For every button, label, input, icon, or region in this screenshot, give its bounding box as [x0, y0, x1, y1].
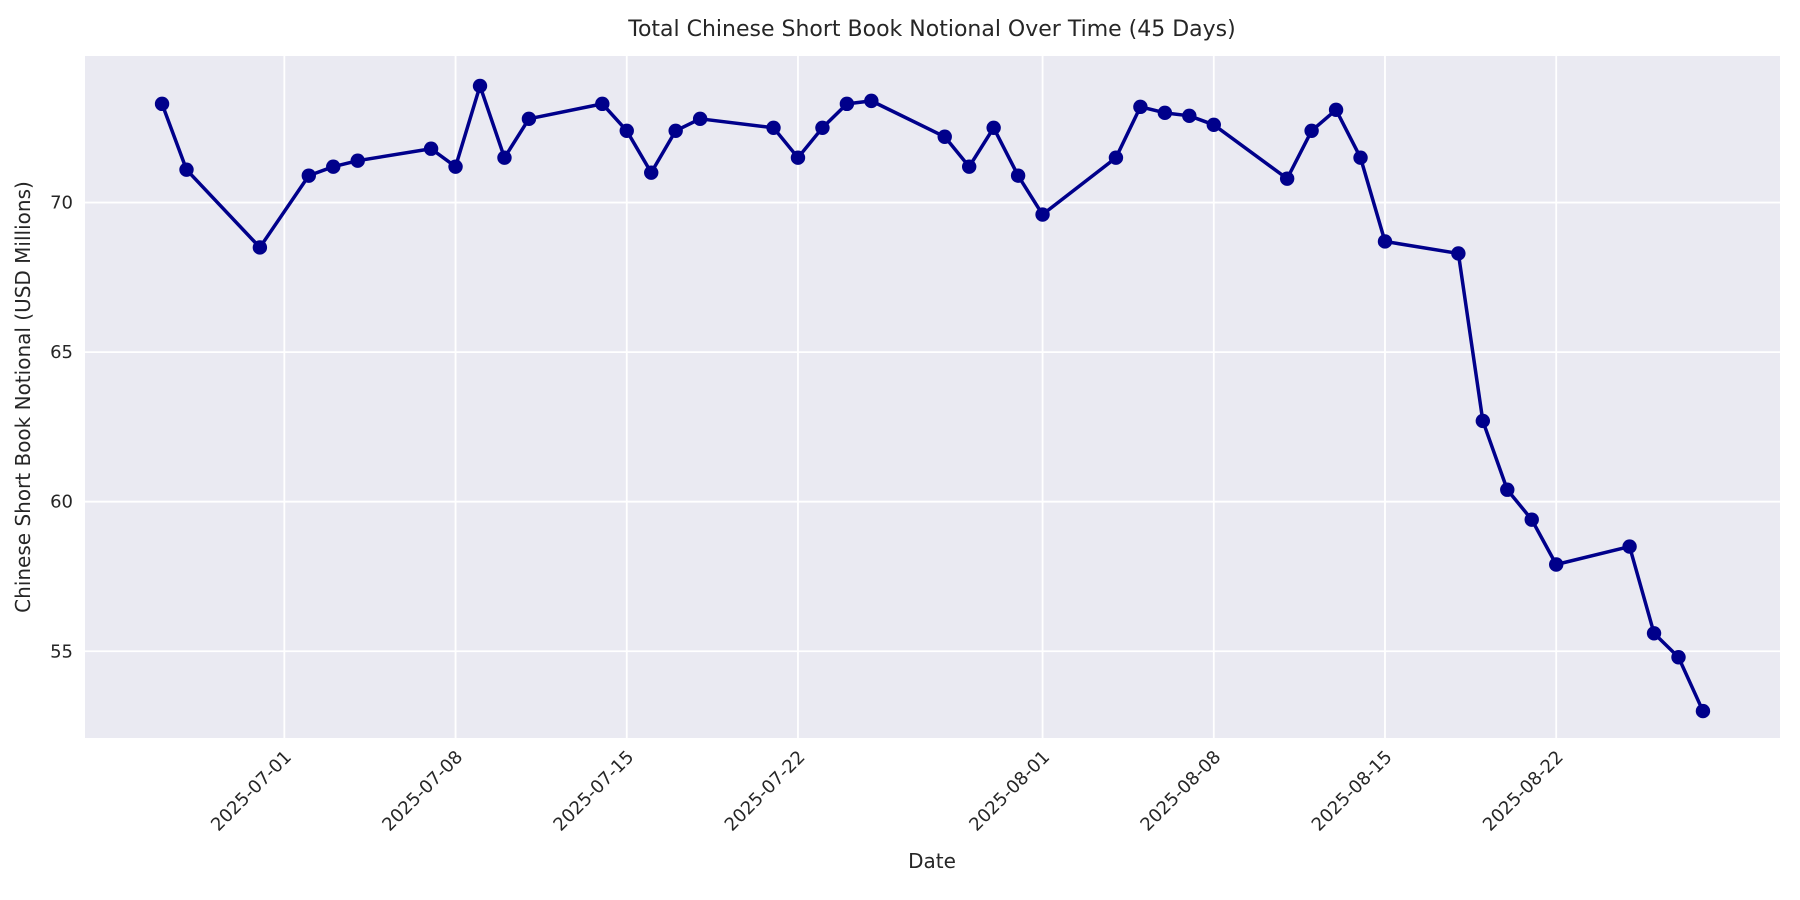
- data-point: [1328, 102, 1344, 118]
- data-point: [1646, 626, 1662, 641]
- x-axis-label: Date: [908, 849, 956, 873]
- data-point: [619, 123, 634, 138]
- x-tick-label: 2025-08-15: [1308, 747, 1397, 836]
- data-point: [252, 240, 268, 255]
- chart-title: Total Chinese Short Book Notional Over T…: [627, 17, 1235, 42]
- plot-area: [85, 56, 1780, 738]
- data-point: [1304, 123, 1319, 138]
- data-point: [1524, 512, 1539, 527]
- data-point: [521, 111, 537, 127]
- data-point: [423, 141, 439, 156]
- data-point: [179, 162, 194, 177]
- data-point: [937, 129, 952, 144]
- y-axis-label: Chinese Short Book Notional (USD Million…: [11, 181, 35, 613]
- data-point: [1035, 207, 1050, 222]
- data-point: [1133, 99, 1148, 115]
- data-point: [1010, 168, 1026, 183]
- y-tick-label: 60: [50, 492, 73, 513]
- x-tick-label: 2025-08-22: [1479, 747, 1568, 836]
- data-point: [815, 120, 830, 135]
- data-point: [692, 111, 708, 127]
- data-point: [1279, 171, 1295, 186]
- data-point: [1695, 703, 1711, 719]
- x-tick-label: 2025-07-01: [207, 747, 296, 836]
- data-series: [154, 78, 1711, 719]
- y-tick-label: 65: [50, 342, 73, 363]
- data-point: [497, 150, 512, 165]
- data-point: [986, 120, 1001, 135]
- data-point: [1206, 117, 1221, 132]
- data-point: [301, 168, 316, 183]
- x-tick-label: 2025-08-01: [965, 747, 1054, 836]
- data-point: [595, 96, 610, 112]
- data-point: [766, 120, 781, 135]
- x-tick-labels: 2025-07-01 2025-07-08 2025-07-15 2025-07-22…: [207, 747, 1568, 836]
- y-tick-label: 70: [50, 193, 73, 214]
- data-point: [1451, 246, 1466, 261]
- data-point: [154, 96, 170, 112]
- x-tick-label: 2025-07-22: [721, 747, 810, 836]
- data-point: [644, 165, 659, 180]
- data-point: [961, 159, 977, 174]
- y-gridlines: [85, 201, 1780, 653]
- data-point: [1377, 234, 1393, 249]
- data-point: [448, 159, 463, 174]
- data-point: [472, 78, 488, 94]
- x-tick-label: 2025-08-08: [1136, 747, 1225, 836]
- data-point: [1157, 105, 1173, 121]
- data-point: [1622, 539, 1637, 554]
- data-point: [790, 150, 806, 165]
- data-point: [1549, 557, 1564, 572]
- data-point: [350, 153, 365, 168]
- y-tick-labels: 55 60 65 70: [50, 193, 73, 663]
- data-point: [668, 123, 683, 138]
- data-point: [1353, 150, 1368, 165]
- data-point: [326, 159, 341, 174]
- data-point: [864, 93, 879, 109]
- x-tick-label: 2025-07-15: [549, 747, 638, 836]
- data-point: [1182, 108, 1197, 124]
- data-point: [1475, 413, 1491, 429]
- data-point: [1671, 650, 1686, 665]
- data-point: [1108, 150, 1124, 165]
- x-tick-label: 2025-07-08: [378, 747, 467, 836]
- y-tick-label: 55: [50, 641, 73, 662]
- data-point: [839, 96, 855, 112]
- data-point: [1500, 482, 1515, 497]
